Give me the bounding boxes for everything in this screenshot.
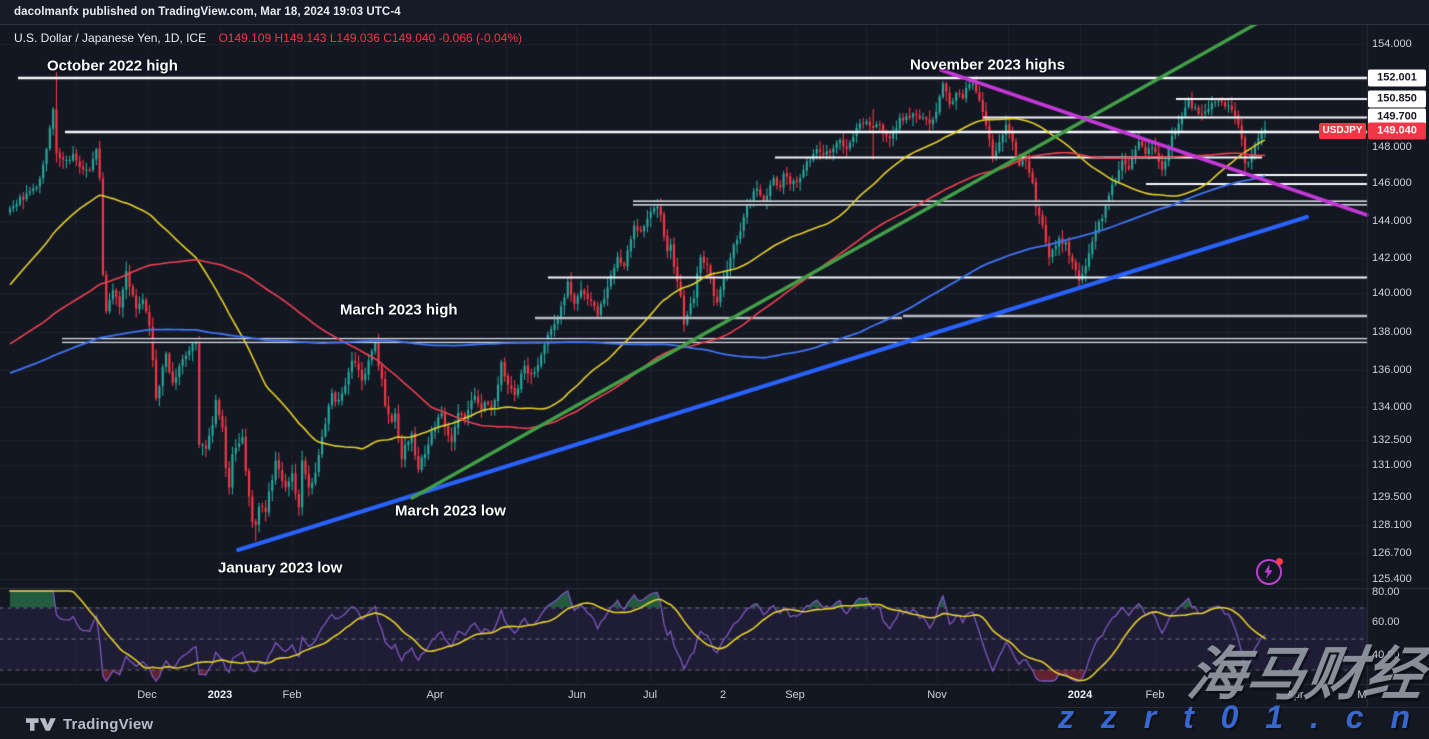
time-label: Sep bbox=[785, 689, 805, 701]
time-label: Feb bbox=[282, 689, 302, 701]
watermark-url: z z r t 0 1 . c n bbox=[1057, 699, 1419, 735]
time-label: Jul bbox=[642, 689, 658, 701]
price-level-badge: 149.700 bbox=[1368, 108, 1426, 126]
price-label: 126.700 bbox=[1372, 547, 1412, 559]
price-label: 142.000 bbox=[1372, 252, 1412, 264]
notification-dot bbox=[1276, 558, 1283, 565]
current-price-badge: 149.040 bbox=[1368, 122, 1426, 140]
rsi-label: 40.00 bbox=[1372, 649, 1400, 661]
annotation-november-2023-highs: November 2023 highs bbox=[910, 56, 1066, 74]
price-label: 128.100 bbox=[1372, 519, 1412, 531]
tradingview-logo[interactable]: TradingView bbox=[26, 715, 153, 734]
price-label: 138.000 bbox=[1372, 326, 1412, 338]
symbol-title[interactable]: U.S. Dollar / Japanese Yen, 1D, ICE bbox=[14, 31, 207, 45]
price-level-badge: 152.001 bbox=[1368, 69, 1426, 87]
price-level-badge: 150.850 bbox=[1368, 90, 1426, 108]
price-label: 125.400 bbox=[1372, 573, 1412, 585]
time-label: 2023 bbox=[207, 689, 233, 701]
time-label: Apr bbox=[426, 689, 444, 701]
tradingview-brand-text: TradingView bbox=[63, 715, 154, 733]
annotation-january-2023-low: January 2023 low bbox=[218, 559, 343, 577]
publish-text: dacolmanfx published on TradingView.com,… bbox=[14, 6, 401, 18]
price-label: 146.000 bbox=[1372, 177, 1412, 189]
price-label: 134.000 bbox=[1372, 401, 1412, 413]
price-label: 154.000 bbox=[1372, 38, 1412, 50]
time-label: Apr bbox=[1286, 689, 1304, 701]
time-label: Feb bbox=[1145, 689, 1165, 701]
footer-bar: TradingView bbox=[0, 707, 1429, 739]
time-label: 2024 bbox=[1067, 689, 1093, 701]
price-label: 132.500 bbox=[1372, 434, 1412, 446]
annotation-march-2023-low: March 2023 low bbox=[395, 502, 506, 520]
time-label: 2 bbox=[719, 689, 727, 701]
lightning-badge-icon[interactable] bbox=[1256, 558, 1283, 585]
ohlc-values: O149.109 H149.143 L149.036 C149.040 -0.0… bbox=[218, 31, 523, 45]
price-label: 136.000 bbox=[1372, 364, 1412, 376]
price-label: 140.000 bbox=[1372, 287, 1412, 299]
time-label: Jun bbox=[568, 689, 586, 701]
price-label: 129.500 bbox=[1372, 491, 1412, 503]
price-label: 144.000 bbox=[1372, 215, 1412, 227]
chart-legend: U.S. Dollar / Japanese Yen, 1D, ICE O149… bbox=[14, 31, 522, 45]
rsi-label: 80.00 bbox=[1372, 586, 1400, 598]
lightning-bolt-icon bbox=[1264, 564, 1273, 579]
tradingview-mark-icon bbox=[26, 717, 56, 731]
annotation-march-2023-high: March 2023 high bbox=[340, 301, 458, 319]
rsi-label: 60.00 bbox=[1372, 616, 1400, 628]
time-label: Dec bbox=[137, 689, 157, 701]
time-label: Nov bbox=[927, 689, 947, 701]
price-label: 131.000 bbox=[1372, 459, 1412, 471]
symbol-price-tag: USDJPY bbox=[1319, 123, 1366, 139]
publish-bar: dacolmanfx published on TradingView.com,… bbox=[0, 0, 1429, 25]
time-label: M bbox=[1357, 689, 1367, 701]
annotation-october-2022-high: October 2022 high bbox=[47, 57, 178, 75]
price-label: 148.000 bbox=[1372, 141, 1412, 153]
